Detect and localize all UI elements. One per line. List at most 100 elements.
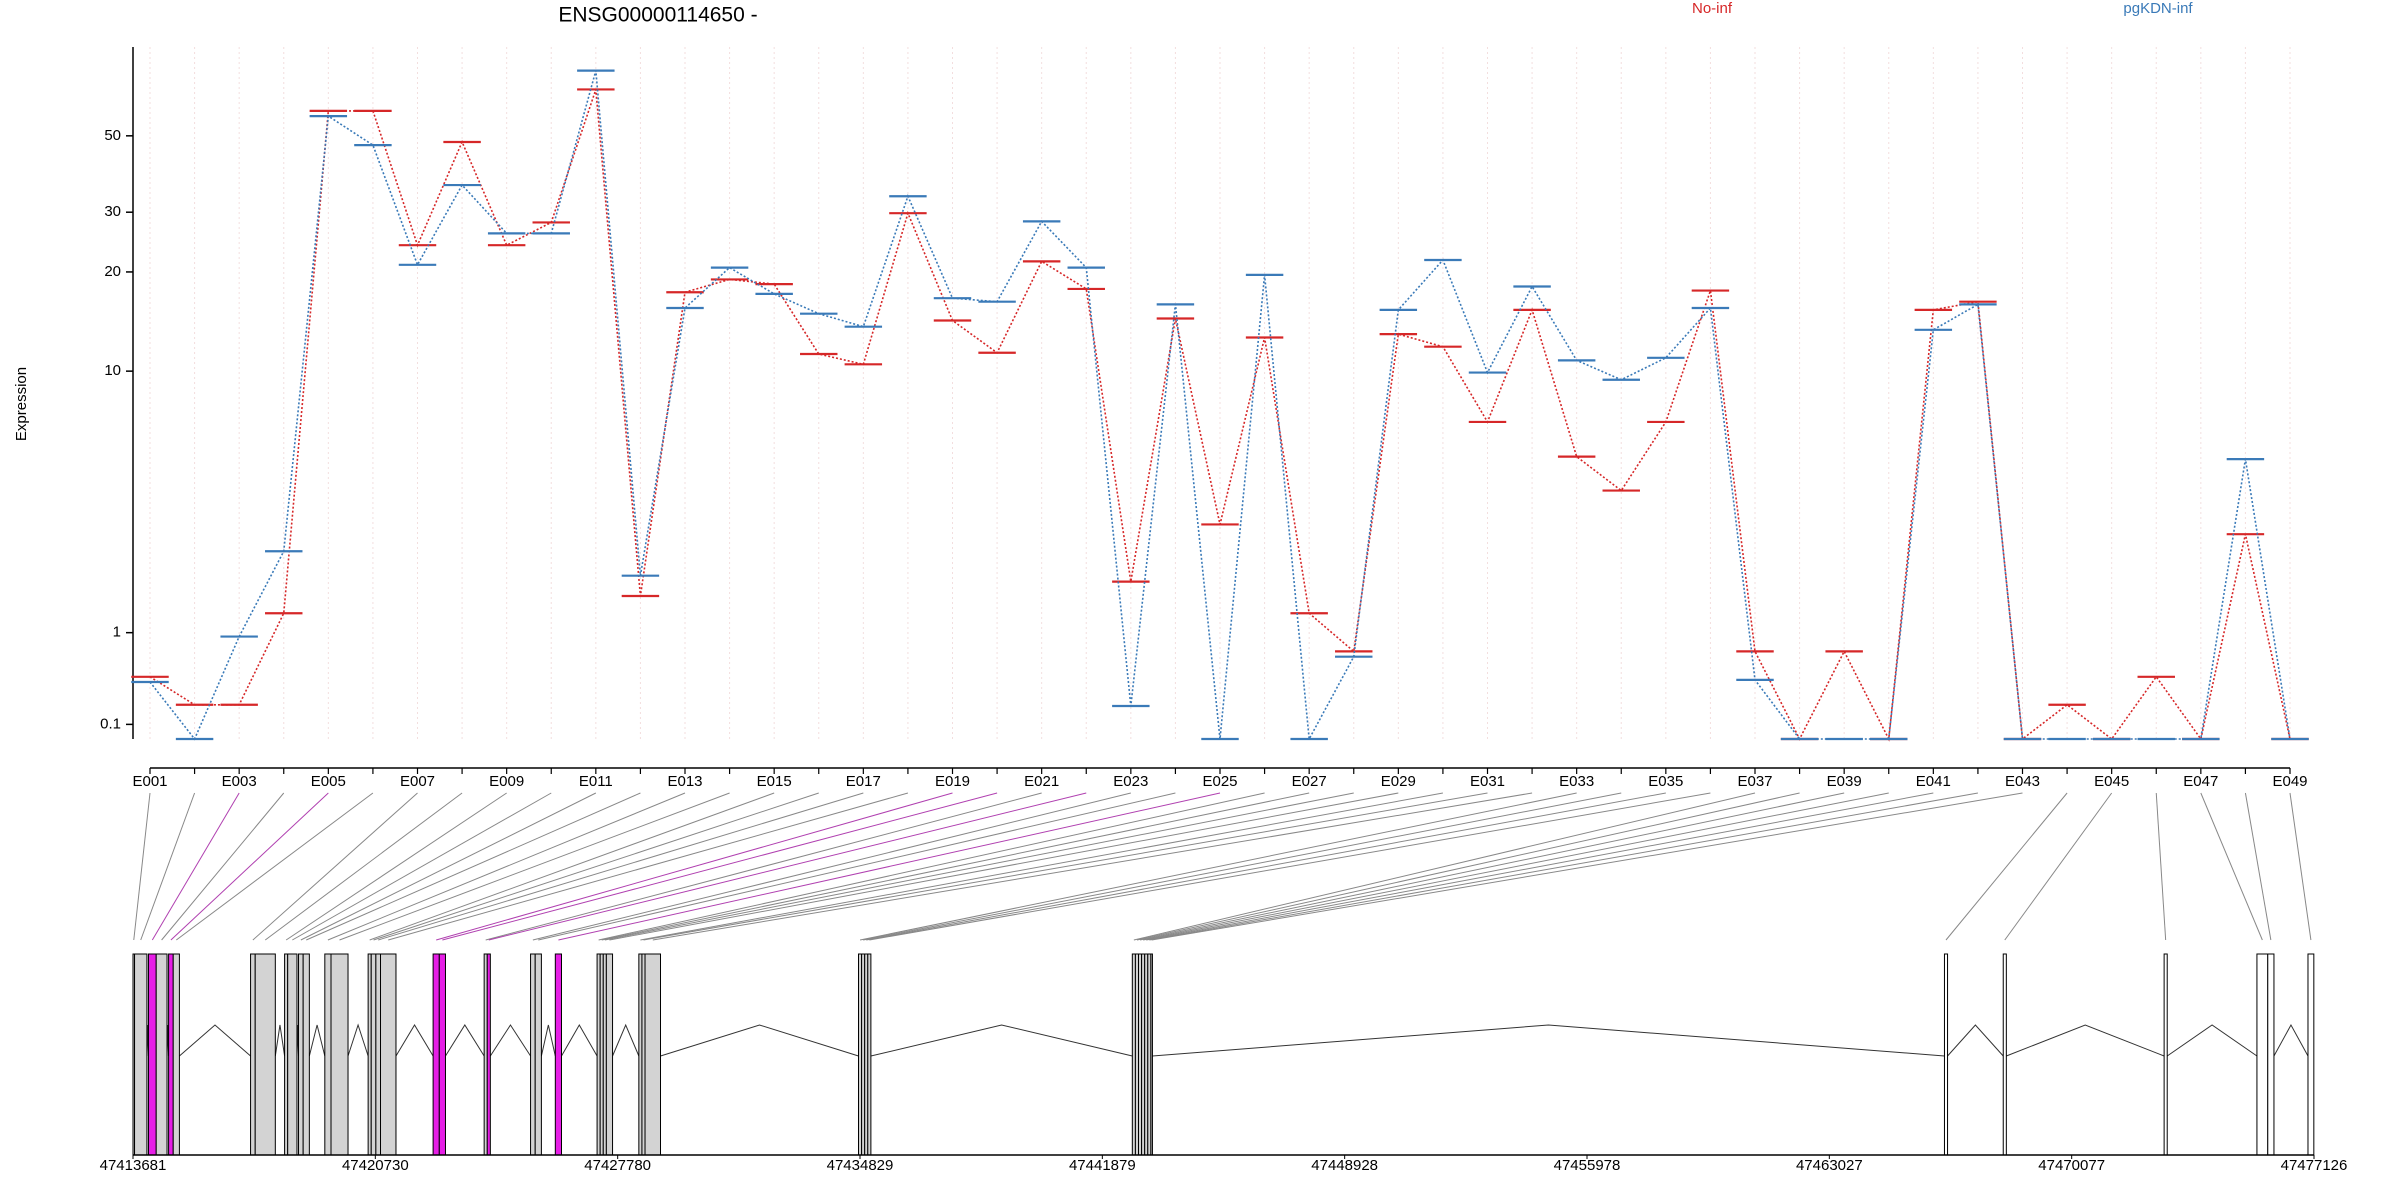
intron bbox=[1947, 1024, 2004, 1057]
x-tick-label: E019 bbox=[935, 773, 970, 790]
exon-link bbox=[170, 792, 329, 941]
exon bbox=[530, 953, 536, 1156]
exon-link bbox=[133, 792, 151, 941]
exon bbox=[155, 953, 168, 1156]
exon-link bbox=[1149, 792, 1979, 941]
exon-link bbox=[2289, 792, 2312, 941]
exon-link bbox=[485, 792, 1042, 941]
exon-link bbox=[161, 792, 285, 941]
exon bbox=[254, 953, 276, 1156]
x-tick-label: E023 bbox=[1113, 773, 1148, 790]
exon bbox=[250, 953, 256, 1156]
x-tick-label: E025 bbox=[1202, 773, 1237, 790]
exon-link bbox=[1139, 792, 1845, 941]
genomic-tick-label: 47455978 bbox=[1554, 1157, 1621, 1174]
exon-link bbox=[339, 792, 730, 941]
y-tick-label: 20 bbox=[104, 263, 121, 280]
x-tick-label: E045 bbox=[2094, 773, 2129, 790]
exon bbox=[287, 953, 298, 1156]
exon bbox=[486, 953, 491, 1156]
x-tick-label: E027 bbox=[1292, 773, 1327, 790]
exon bbox=[2267, 953, 2275, 1156]
exon bbox=[2163, 953, 2168, 1156]
exon-link bbox=[176, 792, 374, 941]
x-tick-label: E021 bbox=[1024, 773, 1059, 790]
genomic-tick-label: 47434829 bbox=[827, 1157, 894, 1174]
intron bbox=[308, 1024, 326, 1057]
x-tick-label: E017 bbox=[846, 773, 881, 790]
x-tick-label: E001 bbox=[132, 773, 167, 790]
genomic-tick-label: 47448928 bbox=[1311, 1157, 1378, 1174]
x-tick-label: E029 bbox=[1381, 773, 1416, 790]
intron bbox=[2166, 1024, 2258, 1057]
genomic-tick-label: 47441879 bbox=[1069, 1157, 1136, 1174]
exon-link bbox=[442, 792, 998, 941]
intron bbox=[2273, 1023, 2309, 1057]
x-tick-label: E013 bbox=[667, 773, 702, 790]
exon bbox=[438, 953, 446, 1156]
exon bbox=[375, 953, 382, 1156]
exon bbox=[172, 953, 180, 1156]
exon-link bbox=[488, 792, 1087, 941]
exon bbox=[324, 953, 332, 1156]
exon bbox=[605, 953, 614, 1156]
chart-title: ENSG00000114650 - bbox=[558, 4, 757, 27]
exon bbox=[2002, 953, 2007, 1156]
exon bbox=[134, 953, 148, 1156]
exon-link bbox=[369, 792, 775, 941]
genomic-tick-label: 47477126 bbox=[2281, 1157, 2348, 1174]
exon bbox=[2307, 953, 2315, 1156]
exon bbox=[554, 953, 562, 1156]
exon-link bbox=[1945, 792, 2068, 941]
x-tick-label: E039 bbox=[1827, 773, 1862, 790]
exon-link bbox=[285, 792, 507, 941]
exon-link bbox=[640, 792, 1444, 941]
genomic-tick-label: 47470077 bbox=[2038, 1157, 2105, 1174]
exon-link bbox=[151, 792, 240, 941]
x-tick-label: E007 bbox=[400, 773, 435, 790]
exon bbox=[380, 953, 397, 1156]
intron bbox=[395, 1024, 434, 1057]
intron bbox=[612, 1023, 640, 1057]
y-tick-label: 1 bbox=[113, 624, 121, 641]
intron bbox=[561, 1023, 598, 1057]
exon-link bbox=[140, 792, 196, 941]
intron bbox=[1152, 1024, 1945, 1057]
x-tick-label: E049 bbox=[2272, 773, 2307, 790]
exon-link bbox=[264, 792, 463, 941]
exon-link bbox=[532, 792, 1131, 941]
x-tick-label: E031 bbox=[1470, 773, 1505, 790]
intron bbox=[347, 1023, 369, 1057]
genomic-tick-label: 47420730 bbox=[342, 1157, 409, 1174]
y-tick-label: 50 bbox=[104, 127, 121, 144]
exon-link bbox=[1136, 792, 1800, 941]
series-connector bbox=[149, 89, 2291, 742]
exon-link bbox=[378, 792, 864, 941]
genomic-tick-label: 47413681 bbox=[100, 1157, 167, 1174]
exon-link bbox=[859, 792, 1577, 941]
intron bbox=[2006, 1024, 2165, 1057]
x-tick-label: E033 bbox=[1559, 773, 1594, 790]
exon-link bbox=[601, 792, 1310, 941]
exon bbox=[644, 953, 662, 1156]
exon bbox=[432, 953, 440, 1156]
exon-link bbox=[2155, 792, 2167, 941]
x-tick-label: E037 bbox=[1737, 773, 1772, 790]
exon-link bbox=[538, 792, 1176, 941]
x-tick-label: E041 bbox=[1916, 773, 1951, 790]
intron bbox=[274, 1024, 286, 1057]
y-tick-label: 30 bbox=[104, 203, 121, 220]
exon-link bbox=[2004, 792, 2113, 941]
x-tick-label: E043 bbox=[2005, 773, 2040, 790]
exon bbox=[867, 953, 872, 1156]
exon-link bbox=[388, 792, 909, 941]
exon-link bbox=[863, 792, 1622, 941]
intron bbox=[870, 1024, 1133, 1057]
exon-link bbox=[2244, 792, 2272, 941]
exon-link bbox=[598, 792, 1265, 941]
x-tick-label: E011 bbox=[579, 773, 613, 790]
x-tick-label: E047 bbox=[2183, 773, 2218, 790]
x-tick-label: E003 bbox=[222, 773, 257, 790]
exon bbox=[168, 953, 174, 1156]
exon-link bbox=[643, 792, 1488, 941]
